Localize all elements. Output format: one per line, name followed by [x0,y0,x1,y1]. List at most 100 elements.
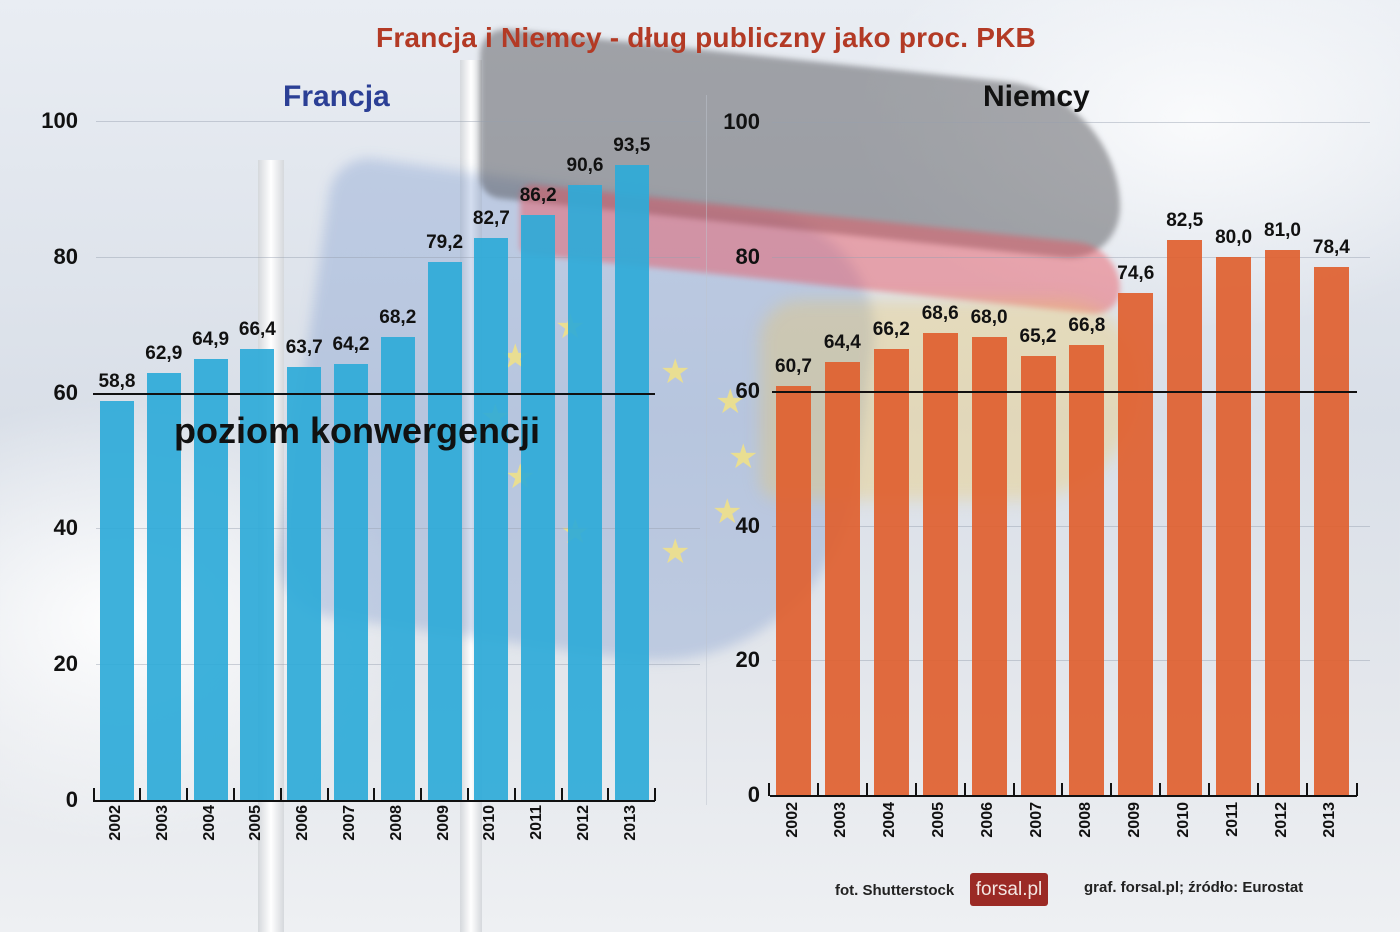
x-axis-year-label: 2013 [1321,802,1339,838]
x-axis-tick [1306,783,1308,796]
x-axis-tick [1257,783,1259,796]
bar-2012 [1265,249,1300,795]
value-label: 78,4 [1312,237,1350,259]
value-label: 66,8 [1068,315,1106,337]
bar-2009 [1118,292,1154,795]
photo-credit: fot. Shutterstock [835,882,955,899]
x-axis-tick [1356,783,1358,796]
value-label: 82,7 [472,208,510,230]
bar-2012 [568,184,602,800]
x-axis-tick [186,788,188,801]
y-axis-tick-label: 40 [735,513,760,538]
y-axis-tick-label: 60 [53,380,78,405]
x-axis-tick [654,788,656,801]
x-axis-tick [93,788,95,801]
x-axis-tick [373,788,375,801]
x-axis-tick [233,788,235,801]
y-axis-tick-label: 0 [65,787,78,812]
x-axis-tick [866,783,868,796]
gridline [772,257,1370,258]
x-axis-year-label: 2010 [1174,802,1192,838]
bar-2008 [380,336,415,800]
bar-2002 [100,400,134,800]
x-axis-tick [607,788,609,801]
value-label: 68,6 [921,303,959,325]
x-axis-tick [915,783,917,796]
bar-2013 [1313,267,1349,795]
y-axis-tick-label: 100 [41,108,78,133]
y-axis-tick-label: 0 [747,782,760,807]
x-axis-year-label: 2002 [783,802,801,838]
value-label: 66,4 [238,319,276,341]
germany-chart-title: Niemcy [983,80,1090,113]
bar-2007 [334,364,368,800]
y-axis-tick-label: 20 [53,651,78,676]
bar-2013 [614,165,649,800]
reference-line-60 [93,393,655,395]
x-axis-year-label: 2003 [832,802,850,838]
value-label: 68,0 [970,307,1008,329]
value-label: 79,2 [426,232,464,254]
bar-2002 [776,386,811,795]
x-axis [93,800,655,802]
value-label: 60,7 [775,356,812,378]
value-label: 74,6 [1117,262,1155,284]
france-debt-chart: Francja 0 20 40 60 80 100 58,8 2002 62,9 2003 64,9… [0,0,700,870]
x-axis-year-label: 2005 [930,802,948,838]
x-axis-tick [561,788,563,801]
bar-2004 [193,359,228,800]
bar-2006 [971,337,1007,795]
x-axis-year-label: 2012 [1272,802,1290,838]
bar-2011 [1216,256,1252,795]
bar-2007 [1020,356,1056,795]
bar-2005 [240,349,275,800]
convergence-level-label: poziom konwergencji [174,410,541,451]
bar-2004 [873,349,909,795]
panel-divider [706,95,707,805]
x-axis-tick [327,788,329,801]
x-axis [770,795,1357,797]
x-axis-year-label: 2011 [1223,802,1241,837]
value-label: 58,8 [98,370,136,392]
bar-2006 [287,367,322,800]
bar-2005 [922,333,958,795]
x-axis-year-label: 2008 [1076,802,1094,838]
value-label: 68,2 [379,306,417,328]
forsal-logo[interactable]: forsal.pl [970,873,1048,906]
x-axis-tick [280,788,282,801]
y-axis-tick-label: 20 [735,647,760,672]
x-axis-tick [467,788,469,801]
x-axis-tick [1159,783,1161,796]
x-axis-tick [1061,783,1063,796]
gridline [96,257,700,258]
y-axis-tick-label: 40 [53,515,78,540]
y-axis-tick-label: 100 [723,109,760,134]
reference-line-60 [772,391,1357,393]
x-axis-tick [1013,783,1015,796]
x-axis-tick [1208,783,1210,796]
y-axis-tick-label: 60 [735,378,760,403]
value-label: 90,6 [566,154,604,176]
x-axis-year-label: 2009 [1125,802,1143,838]
value-label: 64,4 [823,331,861,353]
y-axis-tick-label: 80 [735,244,760,269]
x-axis-tick [1110,783,1112,796]
bar-2009 [427,262,462,800]
gridline [96,121,700,122]
bar-2011 [521,214,556,800]
bar-2003 [146,372,181,800]
x-axis-tick [768,783,770,796]
value-label: 86,2 [519,184,557,206]
value-label: 82,5 [1166,209,1204,231]
x-axis-tick [420,788,422,801]
x-axis-tick [964,783,966,796]
x-axis-tick [514,788,516,801]
x-axis-tick [817,783,819,796]
value-label: 62,9 [145,342,183,364]
gridline [772,122,1370,123]
germany-debt-chart: Niemcy 0 20 40 60 80 100 60,7 2002 64,4 2003 66,2 2… [723,80,1370,838]
value-label: 64,9 [192,329,230,351]
source-note: graf. forsal.pl; źródło: Eurostat [1084,879,1304,896]
value-label: 66,2 [872,319,910,341]
bar-2010 [1167,239,1203,795]
